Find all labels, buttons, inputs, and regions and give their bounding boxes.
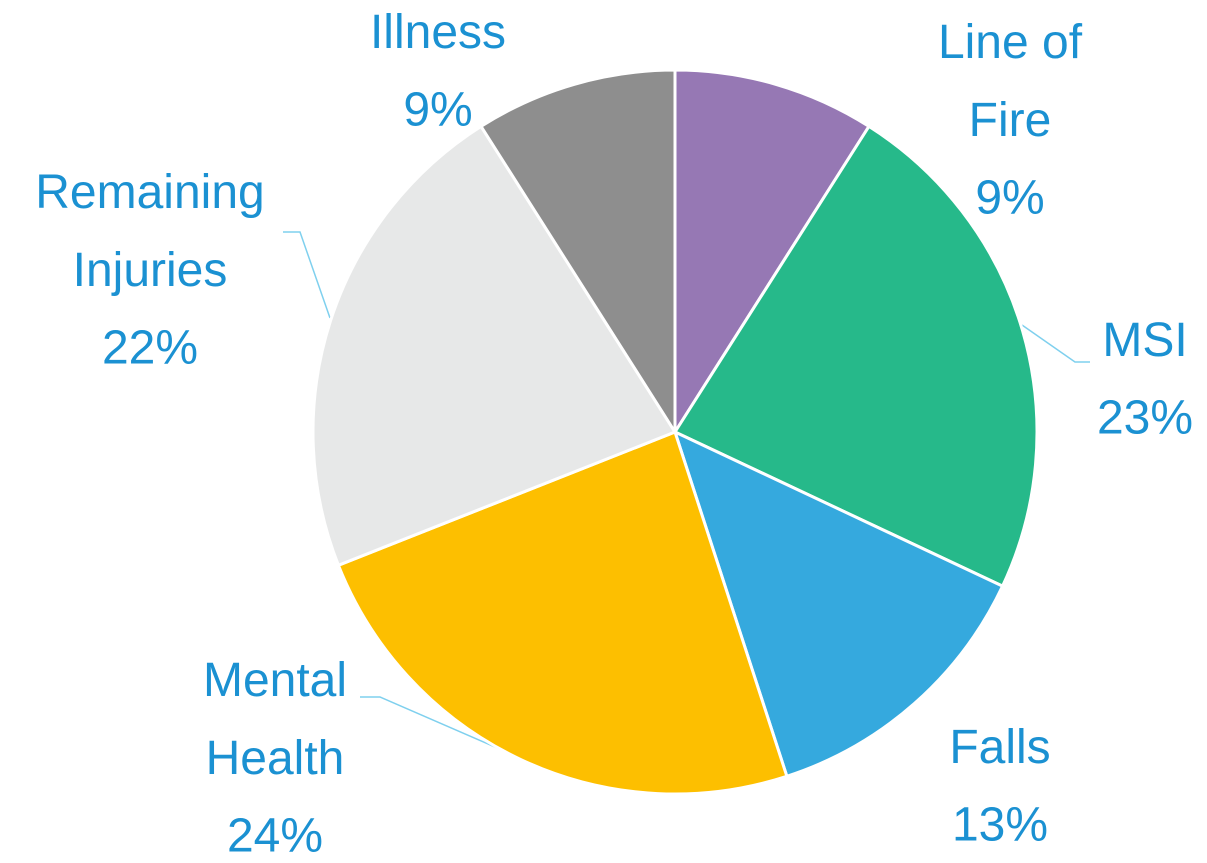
pie-slice [673, 68, 872, 438]
label-line: Mental [203, 654, 347, 707]
label-line: Fire [969, 94, 1052, 147]
leader-line [1021, 324, 1090, 363]
pie-slice [478, 68, 677, 438]
slice-label: Illness [370, 6, 506, 59]
leader-line [283, 231, 331, 319]
pie-slice [672, 429, 1005, 779]
value-label: 9% [975, 172, 1044, 225]
slice-label: Mental Health [203, 654, 347, 785]
value-label: 23% [1097, 392, 1193, 445]
label-line: Line of [938, 16, 1083, 69]
slice-label: Line of Fire [938, 16, 1083, 147]
value-label: 24% [227, 810, 323, 863]
pie-slice [336, 430, 789, 796]
slices [311, 68, 1039, 796]
label-line: Falls [949, 721, 1050, 774]
label-line: Remaining [35, 166, 264, 219]
pie-slice [672, 124, 1039, 589]
value-label: 9% [403, 84, 472, 137]
label-line: Health [206, 732, 345, 785]
slice-label: MSI [1102, 314, 1187, 367]
leader-line [360, 696, 526, 761]
value-label: 13% [952, 799, 1048, 852]
label-line: Illness [370, 6, 506, 59]
label-line: Injuries [73, 244, 228, 297]
value-label: 22% [102, 322, 198, 375]
slice-label: Falls [949, 721, 1050, 774]
slice-label: Remaining Injuries [35, 166, 264, 297]
label-line: MSI [1102, 314, 1187, 367]
pie-slice [311, 124, 678, 568]
